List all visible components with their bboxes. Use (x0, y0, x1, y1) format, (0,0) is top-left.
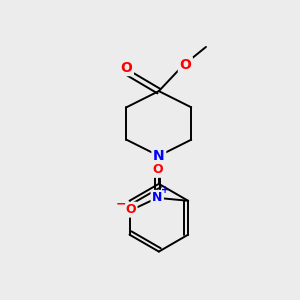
Text: −: − (116, 198, 126, 211)
Text: N: N (152, 191, 162, 204)
Text: O: O (121, 61, 132, 75)
Text: O: O (125, 203, 136, 216)
Text: O: O (152, 164, 163, 176)
Text: O: O (179, 58, 191, 72)
Text: +: + (160, 185, 169, 196)
Text: N: N (153, 149, 165, 163)
